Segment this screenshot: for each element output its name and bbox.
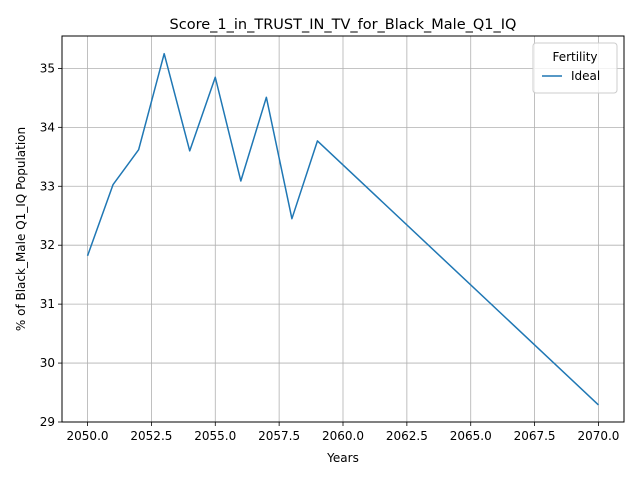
y-axis-label: % of Black_Male Q1_IQ Population xyxy=(14,127,28,331)
y-tick-label: 34 xyxy=(40,120,55,134)
x-axis-ticks: 2050.0 2052.5 2055.0 2057.5 2060.0 2062.5 2065… xyxy=(67,422,619,443)
x-tick-label: 2050.0 xyxy=(67,429,109,443)
y-tick-label: 29 xyxy=(40,415,55,429)
legend-entries: Ideal xyxy=(542,69,600,83)
legend-box xyxy=(532,42,618,94)
y-axis-ticks: 29 30 31 32 33 34 35 xyxy=(40,61,62,429)
legend: Fertility Ideal xyxy=(532,42,618,94)
x-tick-label: 2067.5 xyxy=(514,429,556,443)
x-tick-label: 2065.0 xyxy=(450,429,492,443)
y-tick-label: 31 xyxy=(40,297,55,311)
series-line-ideal xyxy=(86,52,599,406)
y-tick-label: 35 xyxy=(40,61,55,75)
x-tick-label: 2055.0 xyxy=(194,429,236,443)
x-tick-label: 2070.0 xyxy=(577,429,619,443)
x-tick-label: 2060.0 xyxy=(322,429,364,443)
x-axis-label: Years xyxy=(326,451,359,465)
x-tick-label: 2052.5 xyxy=(130,429,172,443)
legend-label: Ideal xyxy=(571,69,600,83)
y-tick-label: 32 xyxy=(40,238,55,252)
legend-title: Fertility xyxy=(552,50,597,64)
y-tick-label: 33 xyxy=(40,179,55,193)
x-tick-label: 2057.5 xyxy=(258,429,300,443)
y-tick-label: 30 xyxy=(40,356,55,370)
x-tick-label: 2062.5 xyxy=(386,429,428,443)
chart-title: Score_1_in_TRUST_IN_TV_for_Black_Male_Q1… xyxy=(170,17,517,33)
series-layer xyxy=(86,52,599,406)
